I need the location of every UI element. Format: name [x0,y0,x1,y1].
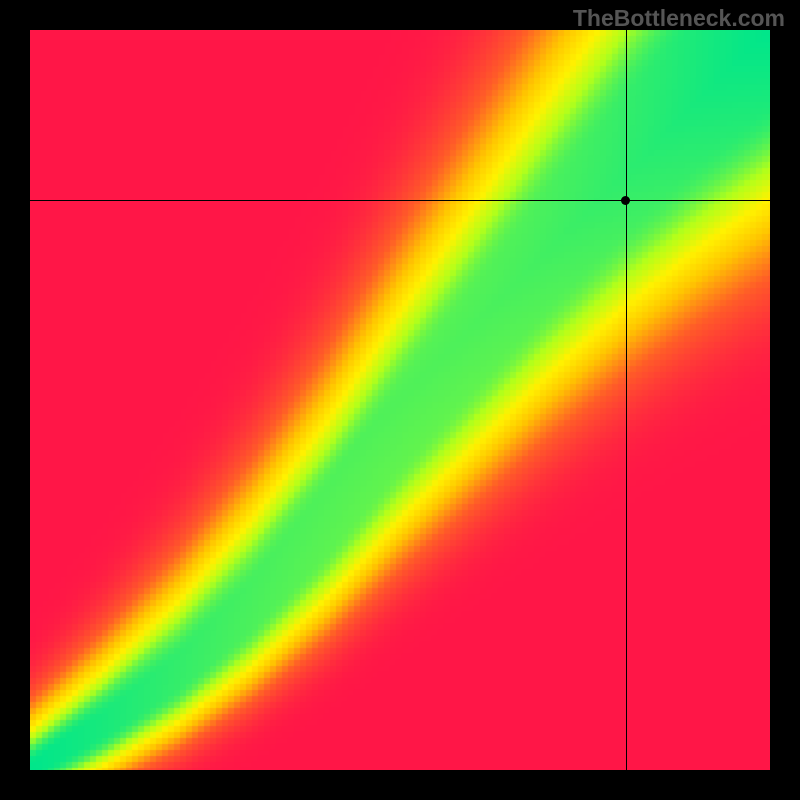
bottleneck-heatmap [30,30,770,770]
crosshair-horizontal-line [30,200,770,201]
crosshair-marker [621,196,630,205]
watermark-text: TheBottleneck.com [573,5,785,32]
crosshair-vertical-line [626,30,627,770]
